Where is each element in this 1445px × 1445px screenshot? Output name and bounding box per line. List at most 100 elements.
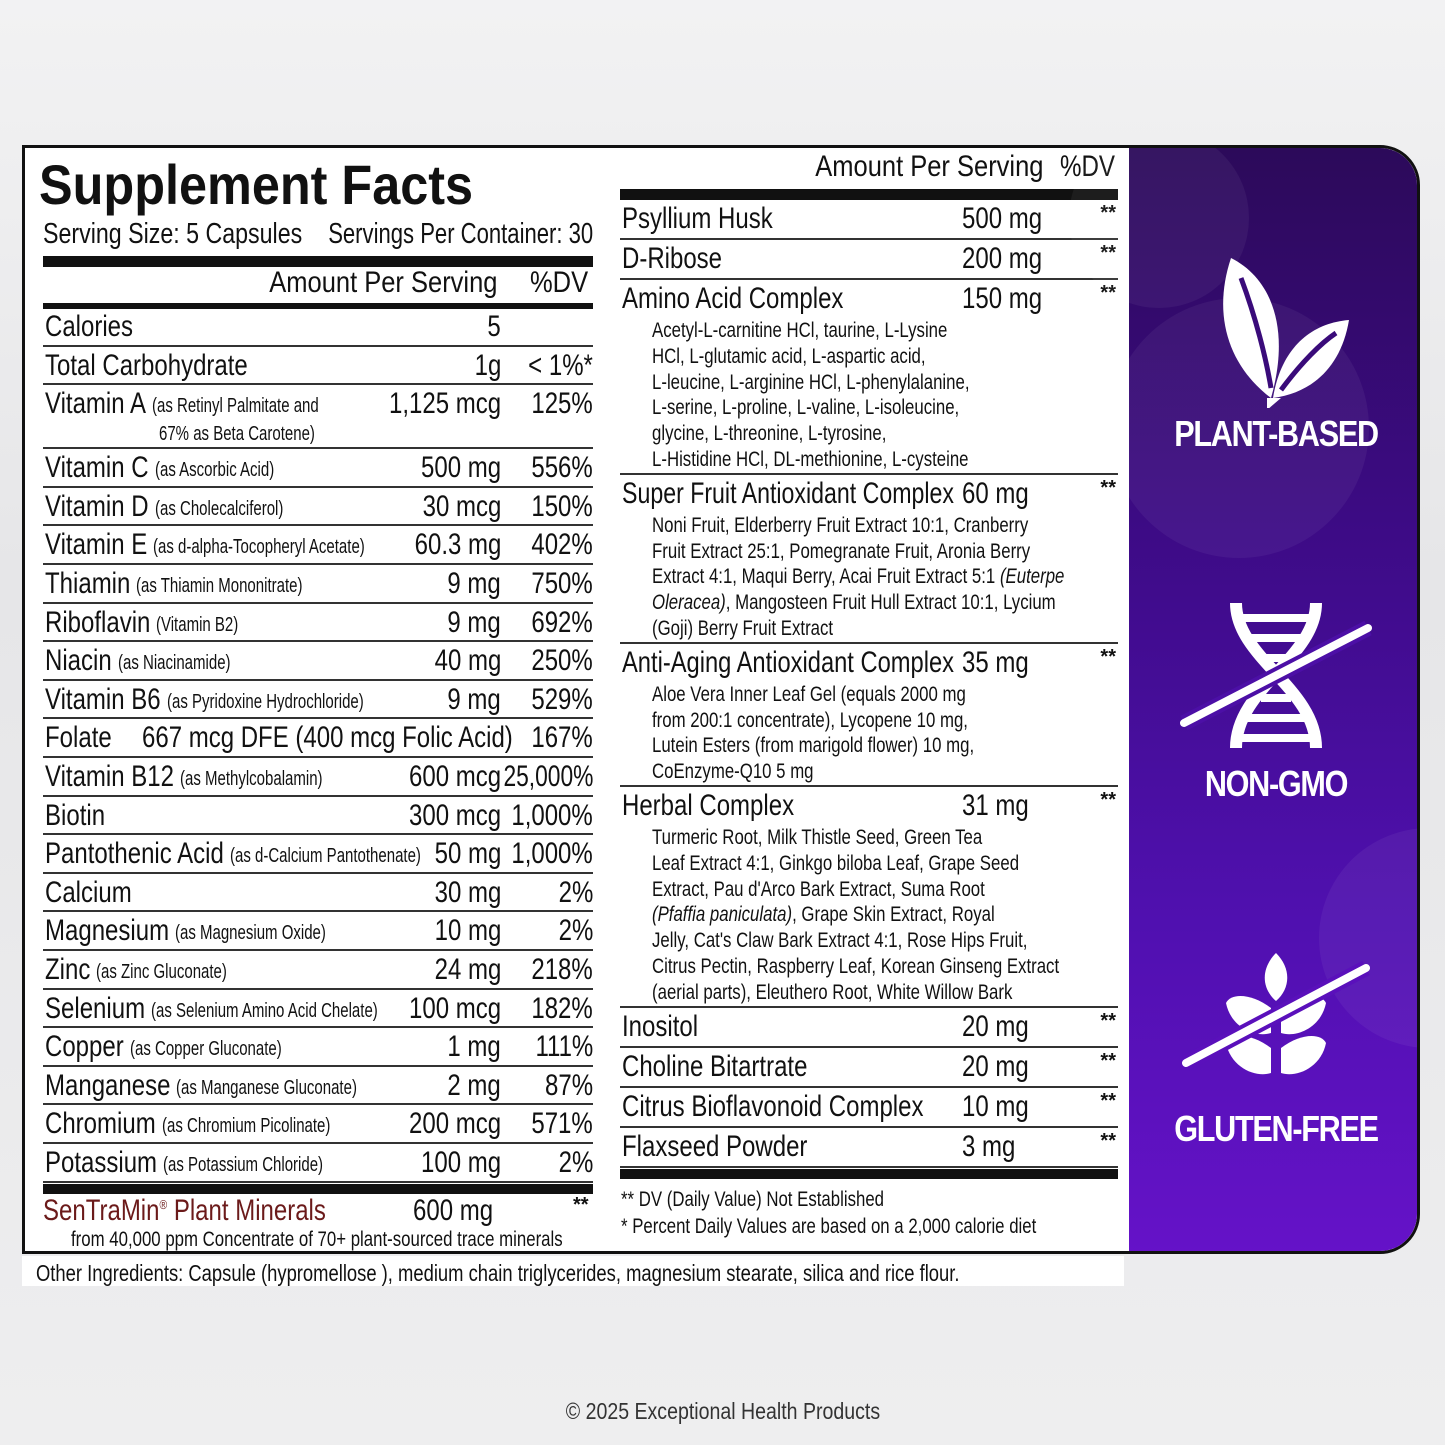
detail-text: (aerial parts), Eleuthero Root, White Wi… (652, 980, 1013, 1004)
ingredient-amount: 500 mg (962, 202, 1043, 235)
badge-gluten-free: GLUTEN-FREE (1129, 953, 1417, 1150)
nutrient-name: Pantothenic Acid (45, 837, 224, 871)
detail-text: Acetyl-L-carnitine HCl, taurine, L-Lysin… (652, 319, 948, 342)
nutrient-amount: 1g (474, 348, 501, 382)
ingredient-name: Super Fruit Antioxidant Complex (622, 476, 954, 510)
badge-plant-based: PLANT-BASED (1129, 248, 1417, 455)
detail-text: from 200:1 concentrate), Lycopene 10 mg, (652, 708, 968, 732)
nutrient-name: Vitamin B12 (45, 760, 174, 793)
nutrient-note-cont: 67% as Beta Carotene) (159, 423, 315, 446)
nutrient-name: Manganese (45, 1068, 171, 1102)
divider-thick (43, 303, 593, 309)
nutrient-row: Niacin (as Niacinamide) 40 mg 250% (43, 642, 593, 681)
nutrient-name: Potassium (45, 1146, 158, 1179)
nutrient-name: Total Carbohydrate (45, 348, 248, 382)
detail-line: Extract, Pau d'Arco Bark Extract, Suma R… (652, 877, 985, 903)
nutrient-dv: 402% (531, 528, 593, 562)
ingredient-name: Choline Bitartrate (622, 1049, 808, 1083)
detail-text: L-serine, L-proline, L-valine, L-isoleuc… (652, 396, 960, 420)
sentramin-name: SenTraMin® Plant Minerals (43, 1194, 326, 1227)
detail-text: (Pfaffia paniculata) (652, 903, 793, 927)
nutrient-name: Vitamin E (45, 528, 148, 562)
nutrient-dv: 167% (531, 721, 593, 755)
nutrient-name: Copper (45, 1030, 124, 1064)
detail-line: Extract 4:1, Maqui Berry, Acai Fruit Ext… (652, 564, 1064, 590)
nutrient-note: (Vitamin B2) (156, 613, 239, 636)
detail-line: glycine, L-threonine, L-tyrosine, (652, 421, 886, 447)
ingredient-dv: ** (1100, 242, 1116, 264)
nutrient-name: Biotin (45, 798, 106, 832)
supplement-facts-card: Supplement Facts Serving Size: 5 Capsule… (22, 145, 1420, 1254)
nutrient-note: (as Cholecalciferol) (154, 497, 283, 520)
detail-text: CoEnzyme-Q10 5 mg (652, 760, 814, 784)
ingredient-row: Inositol 20 mg ** (620, 1008, 1118, 1048)
ingredient-amount: 35 mg (962, 645, 1029, 679)
detail-line: Turmeric Root, Milk Thistle Seed, Green … (652, 825, 982, 851)
wheat-crossed-icon (1182, 953, 1370, 1075)
ingredient-amount: 60 mg (962, 476, 1029, 510)
nutrient-row: Manganese (as Manganese Gluconate) 2 mg 87% (43, 1067, 593, 1106)
ingredient-amount: 3 mg (962, 1129, 1016, 1163)
ingredient-amount: 10 mg (962, 1089, 1029, 1123)
nutrient-name: Folate (45, 721, 112, 755)
detail-line: L-leucine, L-arginine HCl, L-phenylalani… (652, 370, 970, 396)
nutrient-name: Selenium (45, 991, 146, 1025)
nutrient-note: (as Copper Gluconate) (129, 1038, 282, 1061)
ingredient-amount: 200 mg (962, 242, 1043, 275)
ingredient-row: D-Ribose 200 mg ** (620, 240, 1118, 280)
nutrient-dv: 2% (558, 914, 593, 948)
detail-line: (Pfaffia paniculata), Grape Skin Extract… (652, 902, 995, 928)
nutrient-dv: 150% (531, 489, 593, 523)
ingredient-name: Citrus Bioflavonoid Complex (622, 1089, 924, 1123)
leaf-icon (1223, 258, 1349, 410)
nutrient-row: Vitamin C (as Ascorbic Acid) 500 mg 556% (43, 449, 593, 488)
nutrient-note: 667 mcg DFE (400 mcg Folic Acid) (141, 721, 513, 755)
nutrient-row: Vitamin D (as Cholecalciferol) 30 mcg 150% (43, 488, 593, 527)
nutrient-note: (as d-Calcium Pantothenate) (229, 845, 421, 868)
detail-text: Citrus Pectin, Raspberry Leaf, Korean Gi… (652, 954, 1060, 978)
detail-line: CoEnzyme-Q10 5 mg (652, 759, 814, 785)
nutrient-note: (as Potassium Chloride) (163, 1154, 324, 1176)
nutrient-name: Vitamin D (45, 489, 149, 523)
ingredient-name: Psyllium Husk (622, 202, 773, 235)
detail-text: Extract, Pau d'Arco Bark Extract, Suma R… (652, 877, 985, 901)
nutrient-amount: 300 mcg (408, 798, 501, 832)
detail-text: Lutein Esters (from marigold flower) 10 … (652, 734, 975, 758)
sentramin-amount: 600 mg (413, 1194, 494, 1227)
detail-text: L-leucine, L-arginine HCl, L-phenylalani… (652, 370, 970, 394)
ingredient-dv: ** (1100, 476, 1116, 499)
nutrient-amount: 100 mcg (408, 991, 501, 1025)
ingredient-row: Herbal Complex 31 mg ** Turmeric Root, Milk… (620, 787, 1118, 1008)
nutrient-amount: 600 mcg (408, 760, 501, 793)
copyright-text: © 2025 Exceptional Health Products (565, 1398, 880, 1424)
nutrient-row: Vitamin A (as Retinyl Palmitate and 67% as… (43, 385, 593, 450)
nutrient-amount: 60.3 mg (414, 528, 501, 562)
ingredient-name: Anti-Aging Antioxidant Complex (622, 645, 954, 679)
ingredient-row: Amino Acid Complex 150 mg ** Acetyl-L-carni… (620, 280, 1118, 475)
detail-text: Noni Fruit, Elderberry Fruit Extract 10:… (652, 513, 1029, 537)
nutrient-dv: 2% (558, 875, 593, 909)
detail-line: L-Histidine HCl, DL-methionine, L-cystei… (652, 447, 969, 473)
nutrient-dv: < 1%* (528, 348, 593, 382)
nutrient-note: (as Zinc Gluconate) (96, 961, 228, 983)
detail-text: L-Histidine HCl, DL-methionine, L-cystei… (652, 447, 969, 471)
detail-line: L-serine, L-proline, L-valine, L-isoleuc… (652, 395, 959, 421)
nutrient-row: Vitamin B6 (as Pyridoxine Hydrochloride) 9… (43, 681, 593, 720)
nutrient-row: Copper (as Copper Gluconate) 1 mg 111% (43, 1028, 593, 1067)
ingredient-dv: ** (1100, 1009, 1116, 1032)
nutrient-name: Vitamin B6 (45, 682, 161, 716)
nutrient-note: (as d-alpha-Tocopheryl Acetate) (153, 536, 366, 559)
nutrient-amount: 40 mg (434, 644, 501, 678)
nutrient-name: Riboflavin (45, 605, 151, 639)
nutrient-amount: 2 mg (447, 1068, 501, 1102)
ingredient-name: Amino Acid Complex (622, 282, 844, 315)
label-title: Supplement Facts (39, 153, 474, 216)
ingredient-dv: ** (1100, 645, 1116, 668)
ingredient-dv: ** (1100, 1129, 1116, 1152)
detail-text: glycine, L-threonine, L-tyrosine, (652, 422, 887, 446)
ingredient-dv: ** (1100, 282, 1116, 304)
ingredient-row: Flaxseed Powder 3 mg ** (620, 1128, 1118, 1168)
nutrient-amount: 1 mg (447, 1030, 501, 1064)
nutrient-row: Calories 5 (43, 308, 593, 347)
badge-label: NON-GMO (1204, 763, 1349, 804)
